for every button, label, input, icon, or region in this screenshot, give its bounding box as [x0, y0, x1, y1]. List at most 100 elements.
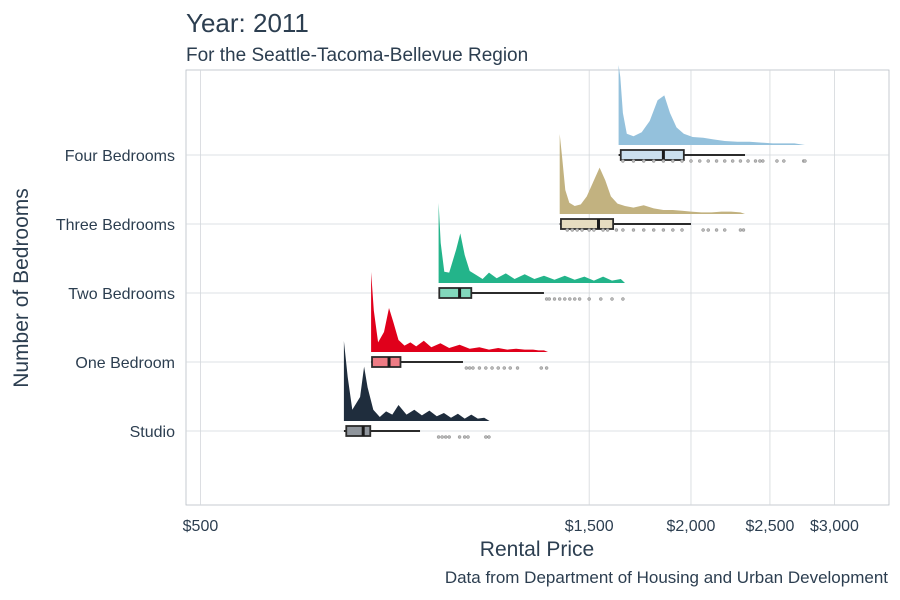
outlier-point [680, 228, 684, 232]
plot-panel [185, 69, 890, 506]
outlier-point [706, 228, 710, 232]
outlier-point [621, 297, 625, 301]
outlier-point [671, 228, 675, 232]
outlier-point [447, 435, 451, 439]
outlier-point [436, 435, 441, 439]
outlier-point [565, 228, 570, 232]
outlier-point [575, 228, 579, 232]
box [345, 425, 372, 437]
outlier-point [587, 297, 591, 301]
outlier-point [803, 159, 807, 163]
outlier-point [753, 159, 758, 163]
y-axis-label: Number of Bedrooms [10, 188, 33, 388]
outlier-point [539, 366, 544, 370]
outlier-point [651, 228, 656, 232]
outlier-point [614, 228, 619, 232]
x-axis-label: Rental Price [480, 538, 594, 561]
y-tick-label: Two Bedrooms [68, 286, 175, 303]
outlier-point [487, 435, 491, 439]
outlier-point [701, 228, 705, 232]
outlier-point [714, 228, 719, 232]
outlier-point [577, 297, 582, 301]
density-cloud [343, 341, 490, 421]
chart-caption: Data from Department of Housing and Urba… [444, 568, 888, 587]
outlier-point [508, 366, 512, 370]
outlier-point [568, 297, 572, 301]
outlier-point [689, 159, 693, 163]
box [438, 287, 473, 299]
density-cloud [438, 203, 625, 283]
y-tick-label: Four Bedrooms [65, 148, 175, 165]
outlier-point [621, 228, 625, 232]
chart-subtitle: For the Seattle-Tacoma-Bellevue Region [186, 45, 529, 66]
x-tick-label: $500 [183, 518, 219, 535]
outlier-point [484, 435, 488, 439]
outlier-point [775, 159, 779, 163]
outlier-point [631, 228, 636, 232]
outlier-point [515, 366, 520, 370]
outlier-point [477, 366, 482, 370]
grid [186, 70, 889, 505]
outlier-points [436, 159, 807, 439]
outlier-point [587, 228, 591, 232]
outlier-point [722, 159, 727, 163]
outlier-point [572, 297, 577, 301]
outlier-point [544, 366, 549, 370]
chart-title: Year: 2011 [186, 8, 309, 38]
outlier-point [621, 159, 625, 163]
outlier-point [661, 228, 666, 232]
outlier-point [641, 228, 646, 232]
outlier-point [680, 159, 684, 163]
outlier-point [547, 297, 552, 301]
outlier-point [671, 159, 675, 163]
outlier-point [631, 159, 636, 163]
x-axis-ticks: $500 $1,500 $2,000 $2,500 $3,000 [183, 518, 859, 535]
x-tick-label: $3,000 [810, 518, 859, 535]
outlier-point [462, 435, 467, 439]
density-clouds [343, 65, 805, 421]
outlier-point [466, 435, 470, 439]
outlier-point [484, 366, 488, 370]
outlier-point [557, 297, 562, 301]
x-tick-label: $2,500 [745, 518, 794, 535]
outlier-point [440, 435, 444, 439]
y-axis-ticks: Studio One Bedroom Two Bedrooms Three Bedro… [56, 148, 175, 441]
outlier-point [580, 228, 584, 232]
outlier-point [605, 228, 610, 232]
outlier-point [443, 435, 448, 439]
outlier-point [738, 228, 743, 232]
outlier-point [697, 159, 702, 163]
outlier-point [496, 366, 500, 370]
outlier-point [761, 159, 765, 163]
y-tick-label: One Bedroom [75, 355, 175, 372]
outlier-point [552, 297, 557, 301]
outlier-point [730, 159, 735, 163]
outlier-point [738, 159, 743, 163]
outlier-point [464, 366, 469, 370]
box [619, 149, 685, 161]
x-tick-label: $1,500 [565, 518, 614, 535]
outlier-point [610, 297, 614, 301]
outlier-point [601, 228, 605, 232]
outlier-point [782, 159, 786, 163]
outlier-point [471, 366, 475, 370]
outlier-point [563, 297, 567, 301]
outlier-point [741, 228, 746, 232]
density-cloud [618, 65, 805, 145]
box [371, 356, 402, 368]
outlier-point [758, 159, 762, 163]
outlier-point [722, 228, 727, 232]
density-cloud [559, 134, 745, 214]
outlier-point [641, 159, 646, 163]
density-cloud [371, 272, 548, 352]
outlier-point [599, 297, 603, 301]
boxplots [343, 149, 746, 437]
outlier-point [457, 435, 462, 439]
y-tick-label: Three Bedrooms [56, 217, 175, 234]
box [560, 218, 615, 230]
x-tick-label: $2,000 [667, 518, 716, 535]
outlier-point [592, 228, 596, 232]
outlier-point [746, 159, 750, 163]
outlier-point [467, 366, 472, 370]
outlier-point [570, 228, 575, 232]
